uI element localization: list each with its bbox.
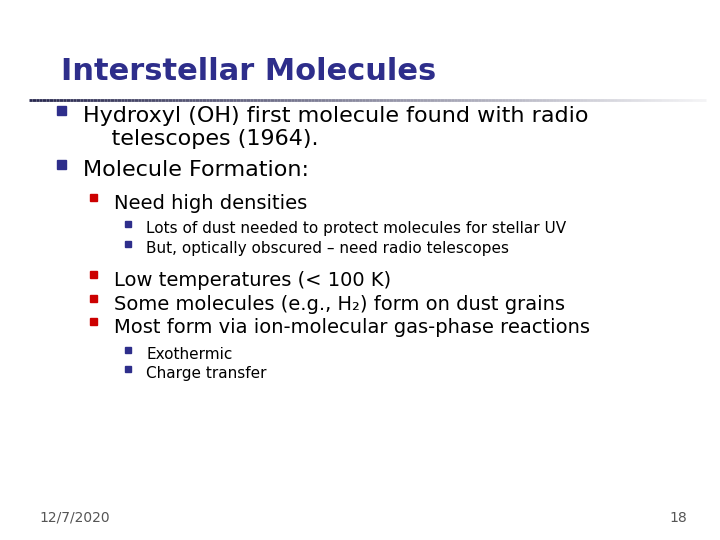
Text: 12/7/2020: 12/7/2020 (40, 511, 110, 525)
Text: 18: 18 (670, 511, 688, 525)
Text: Exothermic: Exothermic (146, 347, 233, 362)
Bar (57, 160, 66, 169)
Text: But, optically obscured – need radio telescopes: But, optically obscured – need radio tel… (146, 241, 509, 256)
Text: Molecule Formation:: Molecule Formation: (83, 160, 309, 180)
Bar (90, 271, 97, 278)
Text: Some molecules (e.g., H₂) form on dust grains: Some molecules (e.g., H₂) form on dust g… (114, 295, 564, 314)
Text: Charge transfer: Charge transfer (146, 366, 266, 381)
Bar (90, 319, 97, 325)
Text: Hydroxyl (OH) first molecule found with radio
    telescopes (1964).: Hydroxyl (OH) first molecule found with … (83, 106, 588, 150)
Bar (57, 106, 66, 115)
Bar (125, 366, 131, 373)
Text: Lots of dust needed to protect molecules for stellar UV: Lots of dust needed to protect molecules… (146, 221, 567, 236)
Text: Most form via ion-molecular gas-phase reactions: Most form via ion-molecular gas-phase re… (114, 319, 590, 338)
Bar (125, 221, 131, 227)
Bar (125, 347, 131, 353)
Text: Low temperatures (< 100 K): Low temperatures (< 100 K) (114, 271, 391, 290)
Text: Need high densities: Need high densities (114, 194, 307, 213)
Bar (90, 295, 97, 301)
Bar (90, 194, 97, 200)
Text: Interstellar Molecules: Interstellar Molecules (61, 57, 436, 86)
Bar (125, 241, 131, 247)
